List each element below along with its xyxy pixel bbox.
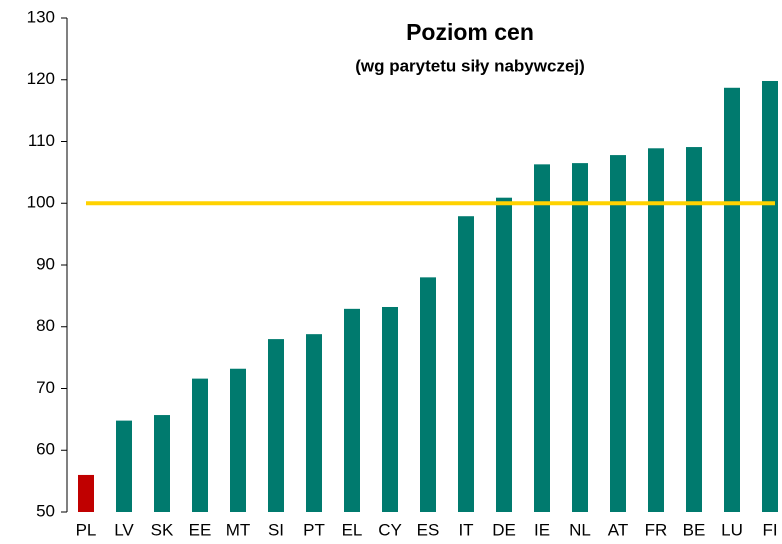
y-tick-label: 70 [36, 378, 55, 397]
y-tick-label: 60 [36, 440, 55, 459]
bar [344, 308, 360, 512]
x-tick-label: BE [683, 520, 706, 539]
x-tick-label: ES [417, 520, 440, 539]
bar [230, 368, 246, 512]
x-tick-label: CY [378, 520, 402, 539]
x-tick-label: MT [226, 520, 251, 539]
bar [648, 148, 664, 513]
bar [762, 80, 778, 513]
bar [686, 147, 702, 512]
x-tick-label: FI [762, 520, 777, 539]
x-tick-label: IE [534, 520, 550, 539]
chart-title: Poziom cen [406, 19, 534, 45]
bar [78, 474, 94, 512]
bar [496, 197, 512, 512]
bar [382, 306, 398, 512]
x-tick-label: DE [492, 520, 516, 539]
bar [192, 378, 208, 512]
x-tick-label: AT [608, 520, 628, 539]
y-tick-label: 100 [27, 193, 55, 212]
y-tick-label: 110 [28, 131, 55, 150]
y-tick-label: 80 [36, 316, 55, 335]
x-tick-label: PL [76, 520, 97, 539]
chart-subtitle: (wg parytetu siły nabywczej) [355, 56, 585, 75]
x-tick-label: LV [114, 520, 134, 539]
bar [116, 420, 132, 512]
bar [268, 339, 284, 512]
y-tick-label: 50 [36, 501, 55, 520]
x-tick-label: PT [303, 520, 325, 539]
x-tick-label: EE [189, 520, 212, 539]
y-tick-label: 120 [27, 69, 55, 88]
bar [306, 334, 322, 512]
x-tick-label: EL [342, 520, 363, 539]
bar [724, 87, 740, 512]
x-tick-label: LU [721, 520, 743, 539]
y-tick-label: 130 [27, 7, 55, 26]
bar [420, 277, 436, 512]
bar [572, 163, 588, 513]
bar [534, 164, 550, 512]
bar [610, 155, 626, 512]
x-tick-label: SI [268, 520, 284, 539]
x-tick-label: IT [458, 520, 473, 539]
x-tick-label: FR [645, 520, 668, 539]
bar [154, 415, 170, 512]
x-tick-label: SK [151, 520, 174, 539]
y-tick-label: 90 [36, 254, 55, 273]
bar [458, 216, 474, 512]
x-tick-label: NL [569, 520, 591, 539]
